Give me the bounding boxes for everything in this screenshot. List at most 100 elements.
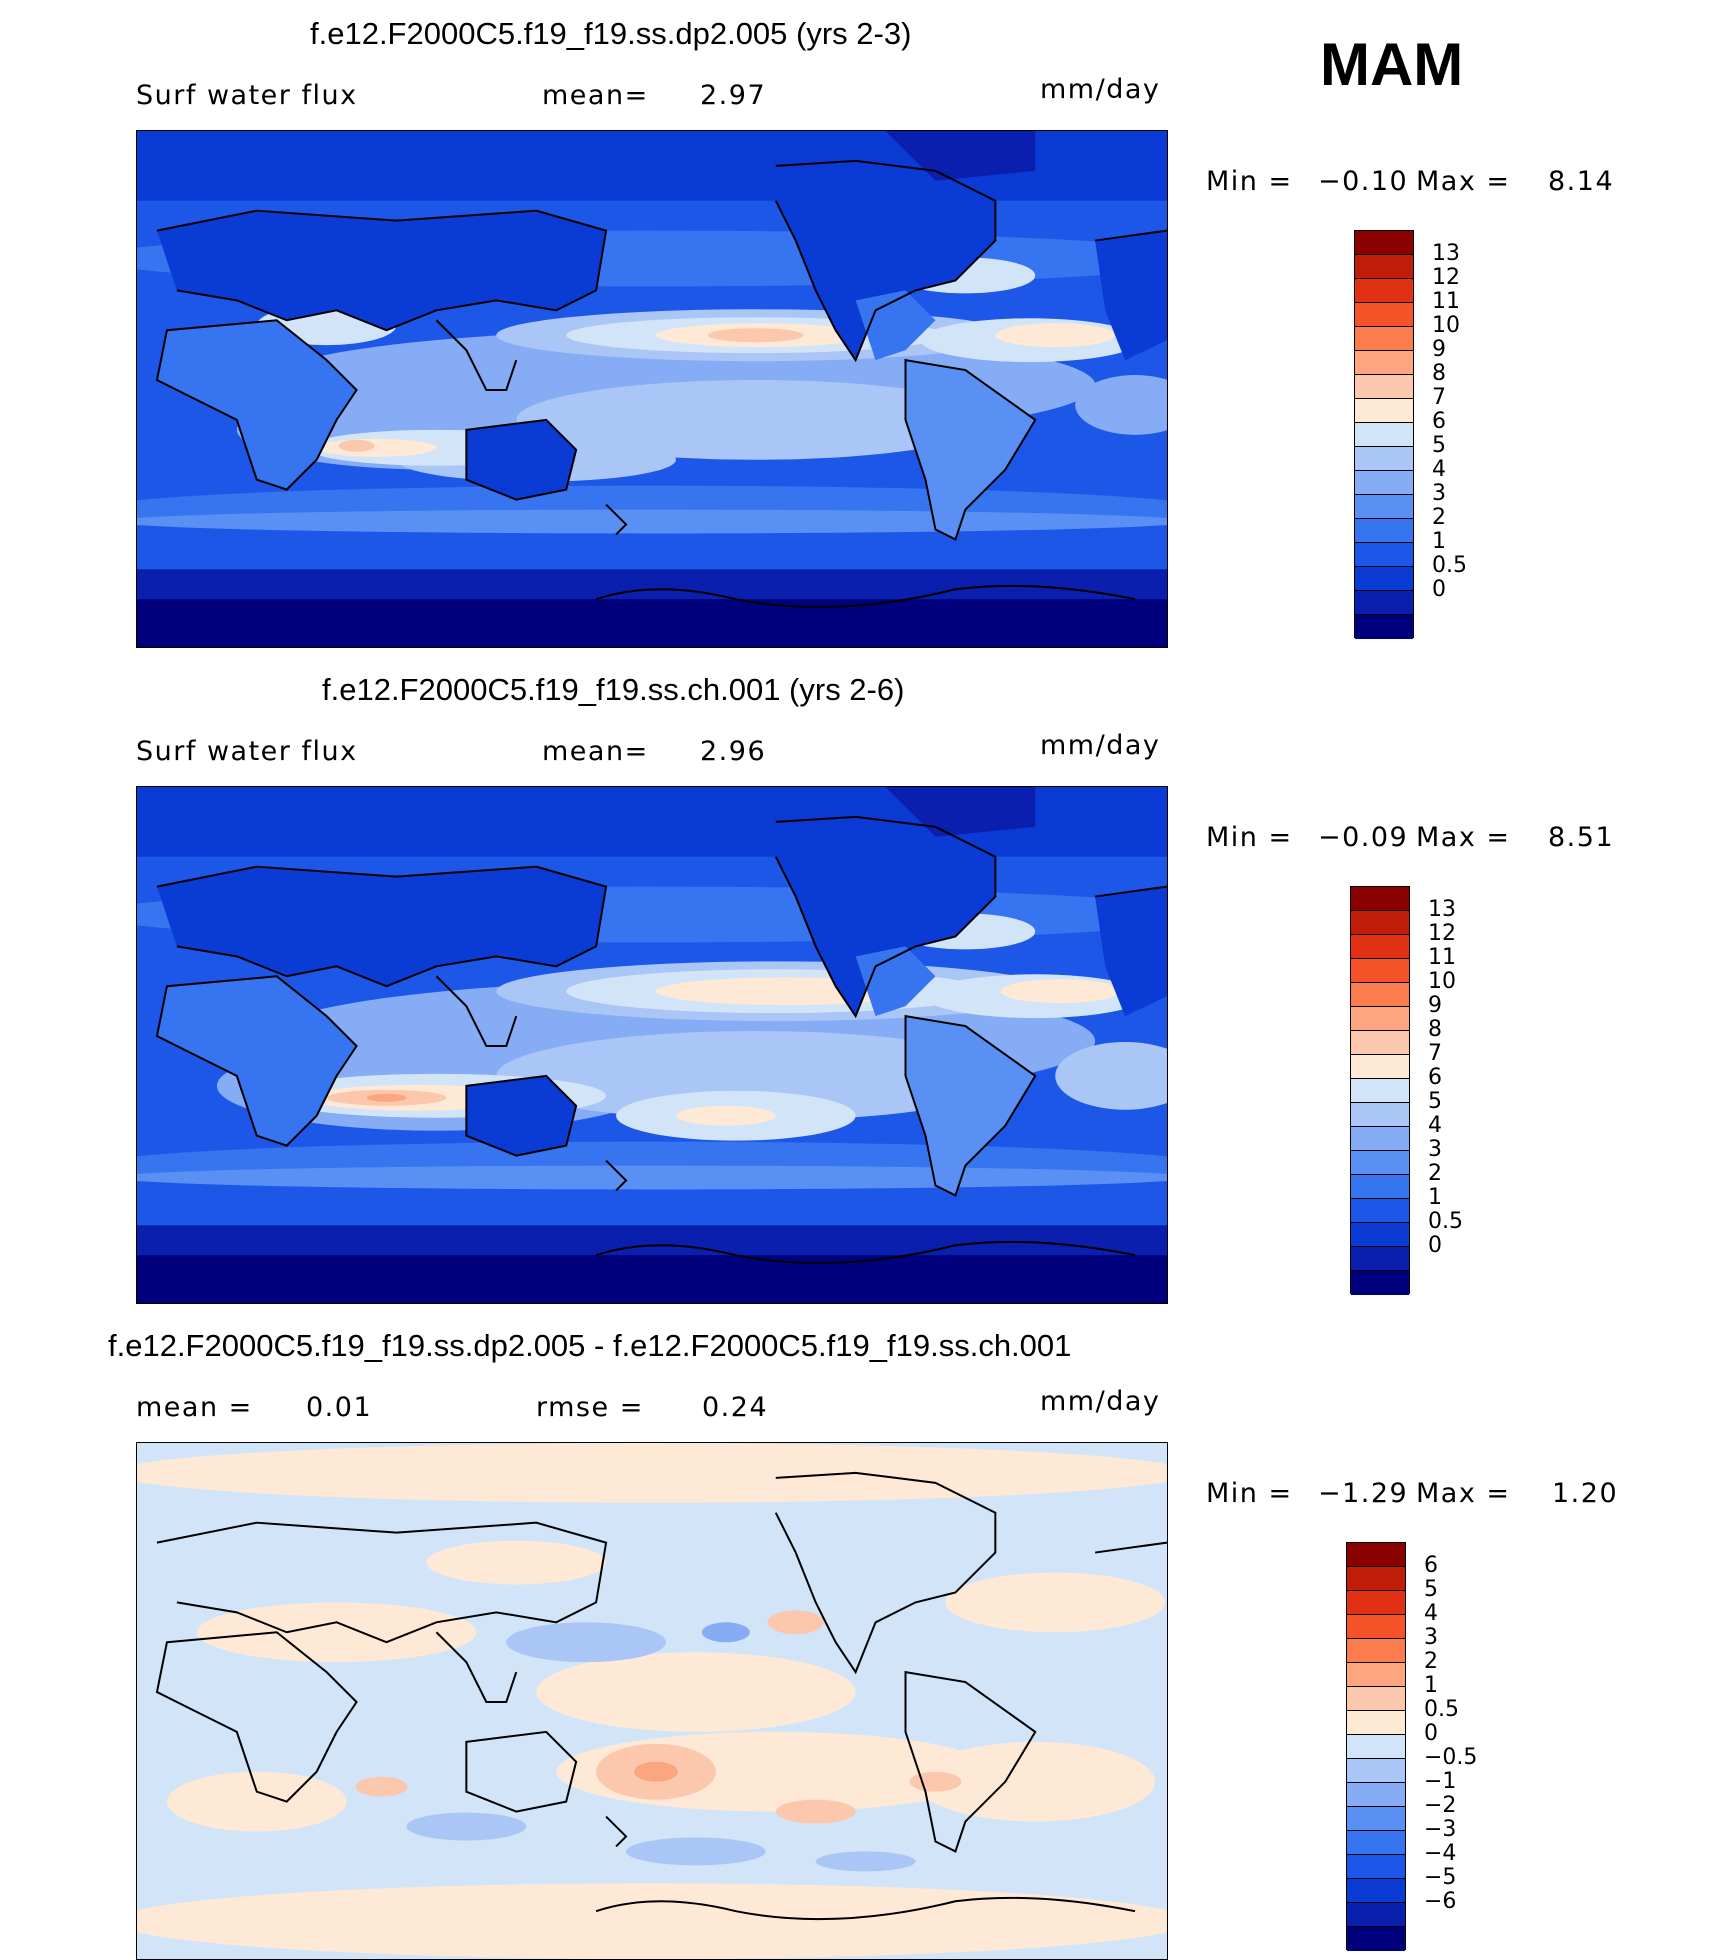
colorbar-tick-label: 7 <box>1428 1041 1442 1066</box>
colorbar-swatch <box>1355 519 1413 543</box>
colorbar-swatch <box>1355 327 1413 351</box>
panel-2-min-value: −0.09 <box>1318 822 1409 853</box>
colorbar-swatch <box>1355 375 1413 399</box>
colorbar-tick-label: 0.5 <box>1428 1209 1463 1234</box>
colorbar-tick-label: 3 <box>1428 1137 1442 1162</box>
colorbar-tick-label: −0.5 <box>1424 1745 1478 1770</box>
panel-1-units: mm/day <box>1040 74 1161 105</box>
colorbar-tick-label: 10 <box>1432 313 1460 338</box>
colorbar-tick-label: −4 <box>1424 1841 1457 1866</box>
panel-1-max-value: 8.14 <box>1548 166 1615 197</box>
colorbar-tick-label: 8 <box>1428 1017 1442 1042</box>
colorbar-swatch <box>1351 1079 1409 1103</box>
panel-1-min-label: Min = <box>1206 166 1293 197</box>
colorbar-tick-label: 1 <box>1432 529 1446 554</box>
panel-3-colorbar <box>1346 1542 1406 1951</box>
colorbar-tick-label: 4 <box>1432 457 1446 482</box>
colorbar-swatch <box>1347 1903 1405 1927</box>
colorbar-tick-label: 10 <box>1428 969 1456 994</box>
colorbar-swatch <box>1351 1223 1409 1247</box>
colorbar-swatch <box>1351 1199 1409 1223</box>
colorbar-tick-label: 12 <box>1428 921 1456 946</box>
colorbar-swatch <box>1347 1807 1405 1831</box>
season-label: MAM <box>1320 31 1464 98</box>
colorbar-swatch <box>1347 1927 1405 1951</box>
panel-2-max-value: 8.51 <box>1548 822 1615 853</box>
colorbar-swatch <box>1351 911 1409 935</box>
colorbar-tick-label: 5 <box>1428 1089 1442 1114</box>
panel-1-variable-label: Surf water flux <box>136 80 358 111</box>
panel-3-rmse-label: rmse = <box>536 1392 644 1423</box>
colorbar-swatch <box>1355 231 1413 255</box>
colorbar-tick-label: 13 <box>1432 241 1460 266</box>
colorbar-tick-label: 0.5 <box>1432 553 1467 578</box>
colorbar-swatch <box>1355 423 1413 447</box>
colorbar-swatch <box>1347 1543 1405 1567</box>
colorbar-tick-label: 2 <box>1428 1161 1442 1186</box>
colorbar-swatch <box>1347 1855 1405 1879</box>
colorbar-tick-label: 3 <box>1424 1625 1438 1650</box>
colorbar-tick-label: 2 <box>1424 1649 1438 1674</box>
colorbar-swatch <box>1347 1639 1405 1663</box>
colorbar-swatch <box>1355 351 1413 375</box>
colorbar-swatch <box>1347 1735 1405 1759</box>
colorbar-tick-label: −1 <box>1424 1769 1457 1794</box>
colorbar-swatch <box>1347 1759 1405 1783</box>
panel-1-map <box>136 130 1168 648</box>
colorbar-swatch <box>1351 935 1409 959</box>
colorbar-tick-label: 6 <box>1424 1553 1438 1578</box>
panel-3-min-label: Min = <box>1206 1478 1293 1509</box>
panel-3-mean-label: mean = <box>136 1392 253 1423</box>
colorbar-tick-label: −2 <box>1424 1793 1457 1818</box>
panel-1-mean-label: mean= <box>542 80 649 111</box>
panel-1-max-label: Max = <box>1416 166 1511 197</box>
colorbar-swatch <box>1347 1567 1405 1591</box>
panel-2-colorbar <box>1350 886 1410 1295</box>
colorbar-swatch <box>1355 615 1413 639</box>
panel-1-mean-value: 2.97 <box>700 80 767 111</box>
colorbar-swatch <box>1347 1879 1405 1903</box>
panel-2-map <box>136 786 1168 1304</box>
panel-2-min-label: Min = <box>1206 822 1293 853</box>
colorbar-swatch <box>1351 1151 1409 1175</box>
colorbar-swatch <box>1347 1711 1405 1735</box>
colorbar-tick-label: 5 <box>1432 433 1446 458</box>
panel-2-mean-value: 2.96 <box>700 736 767 767</box>
panel-3-rmse-value: 0.24 <box>702 1392 769 1423</box>
panel-3-max-value: 1.20 <box>1552 1478 1619 1509</box>
colorbar-tick-label: 0 <box>1424 1721 1438 1746</box>
colorbar-swatch <box>1351 1175 1409 1199</box>
panel-3-max-label: Max = <box>1416 1478 1511 1509</box>
colorbar-swatch <box>1351 1127 1409 1151</box>
colorbar-tick-label: 4 <box>1428 1113 1442 1138</box>
colorbar-tick-label: 1 <box>1424 1673 1438 1698</box>
colorbar-swatch <box>1351 887 1409 911</box>
colorbar-tick-label: 13 <box>1428 897 1456 922</box>
colorbar-swatch <box>1351 983 1409 1007</box>
colorbar-tick-label: 3 <box>1432 481 1446 506</box>
panel-3-min-value: −1.29 <box>1318 1478 1409 1509</box>
colorbar-tick-label: 6 <box>1428 1065 1442 1090</box>
colorbar-swatch <box>1355 567 1413 591</box>
colorbar-tick-label: 2 <box>1432 505 1446 530</box>
panel-2-variable-label: Surf water flux <box>136 736 358 767</box>
colorbar-swatch <box>1351 1103 1409 1127</box>
colorbar-swatch <box>1347 1663 1405 1687</box>
colorbar-swatch <box>1355 303 1413 327</box>
colorbar-swatch <box>1351 1055 1409 1079</box>
colorbar-swatch <box>1355 447 1413 471</box>
panel-3-units: mm/day <box>1040 1386 1161 1417</box>
panel-1-title: f.e12.F2000C5.f19_f19.ss.dp2.005 (yrs 2-… <box>310 16 912 51</box>
colorbar-tick-label: −3 <box>1424 1817 1457 1842</box>
colorbar-tick-label: 9 <box>1432 337 1446 362</box>
colorbar-swatch <box>1347 1783 1405 1807</box>
colorbar-tick-label: 5 <box>1424 1577 1438 1602</box>
colorbar-tick-label: 12 <box>1432 265 1460 290</box>
colorbar-swatch <box>1355 591 1413 615</box>
colorbar-swatch <box>1355 279 1413 303</box>
colorbar-tick-label: 6 <box>1432 409 1446 434</box>
colorbar-tick-label: 11 <box>1428 945 1456 970</box>
panel-2-title: f.e12.F2000C5.f19_f19.ss.ch.001 (yrs 2-6… <box>322 672 905 707</box>
panel-2-units: mm/day <box>1040 730 1161 761</box>
panel-3-map <box>136 1442 1168 1960</box>
